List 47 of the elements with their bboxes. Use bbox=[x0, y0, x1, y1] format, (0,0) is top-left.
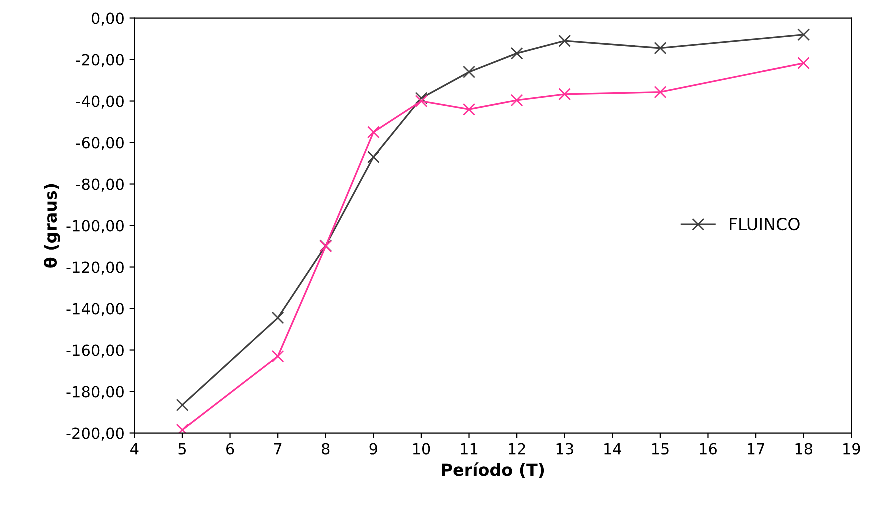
y-tick-label: -100,00 bbox=[66, 220, 124, 234]
y-tick-label: -120,00 bbox=[66, 262, 124, 275]
point bbox=[654, 86, 667, 99]
point bbox=[510, 94, 524, 107]
y-axis-title: θ (graus) bbox=[44, 184, 60, 268]
x-tick-label: 12 bbox=[509, 443, 526, 455]
point bbox=[415, 95, 428, 108]
y-tick-label: -140,00 bbox=[66, 303, 124, 316]
x-axis-title: Período (T) bbox=[442, 462, 544, 478]
point bbox=[510, 47, 524, 60]
y-tick-label: -40,00 bbox=[76, 96, 124, 109]
point bbox=[415, 92, 428, 105]
x-tick-label: 13 bbox=[556, 443, 574, 455]
point bbox=[654, 42, 667, 55]
x-tick-label: 11 bbox=[461, 443, 478, 455]
point bbox=[367, 151, 380, 164]
y-tick-label: 0,00 bbox=[92, 12, 124, 26]
point bbox=[272, 350, 284, 363]
x-tick-label: 19 bbox=[844, 443, 860, 455]
x-tick-label: 10 bbox=[413, 443, 430, 455]
point bbox=[798, 28, 810, 42]
y-tick-label: -60,00 bbox=[76, 137, 124, 150]
y-tick-label: -200,00 bbox=[66, 428, 124, 441]
x-tick-label: 6 bbox=[226, 443, 234, 455]
x-tick-label: 8 bbox=[322, 443, 330, 455]
point bbox=[463, 103, 476, 116]
x-tick-label: 14 bbox=[604, 443, 622, 455]
y-tick-label: -180,00 bbox=[66, 386, 124, 400]
point bbox=[463, 66, 476, 78]
legend-label: FLUINCO bbox=[730, 218, 800, 231]
point bbox=[558, 34, 572, 48]
x-tick-label: 16 bbox=[700, 443, 717, 455]
point bbox=[367, 126, 380, 139]
x-tick-label: 18 bbox=[796, 443, 812, 455]
x-tick-label: 17 bbox=[748, 443, 764, 455]
point bbox=[558, 88, 572, 101]
x-tick-label: 5 bbox=[178, 443, 186, 455]
y-tick-label: -80,00 bbox=[76, 178, 124, 192]
x-tick-label: 7 bbox=[274, 443, 282, 455]
y-tick-label: -20,00 bbox=[76, 54, 124, 68]
point bbox=[798, 57, 810, 70]
x-tick-label: 4 bbox=[130, 443, 139, 455]
point bbox=[272, 312, 284, 324]
x-tick-label: 15 bbox=[652, 443, 669, 455]
y-tick-label: -160,00 bbox=[66, 344, 124, 358]
x-tick-label: 9 bbox=[370, 443, 378, 455]
point bbox=[176, 399, 189, 412]
